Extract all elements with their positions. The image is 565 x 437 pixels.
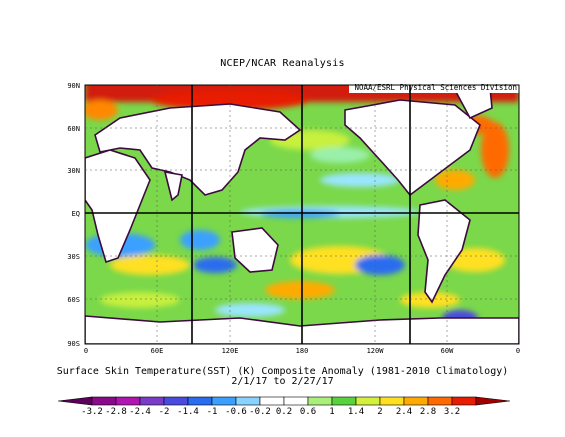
colorbar-swatch (187, 396, 213, 406)
colorbar-swatch (91, 396, 117, 406)
colorbar-tick-label: 2.4 (396, 407, 412, 417)
credit-text: NOAA/ESRL Physical Sciences Division (354, 83, 517, 92)
colorbar-tick-label: -1 (207, 407, 218, 417)
colorbar-tick-label: 1 (329, 407, 334, 417)
colorbar-swatch (475, 396, 511, 406)
colorbar-swatch (139, 396, 165, 406)
colorbar-tick-label: -0.2 (249, 407, 271, 417)
colorbar-tick-label: -2.4 (129, 407, 151, 417)
colorbar-tick-label: -0.6 (225, 407, 247, 417)
colorbar-swatch (115, 396, 141, 406)
colorbar-tick-label: -3.2 (81, 407, 103, 417)
colorbar (57, 396, 511, 406)
colorbar-swatch (163, 396, 189, 406)
colorbar-swatch (283, 396, 309, 406)
colorbar-swatch (57, 396, 93, 406)
lon-label-60e: 60E (151, 347, 164, 355)
colorbar-swatch (235, 396, 261, 406)
credit-box (349, 82, 519, 93)
colorbar-swatch (211, 396, 237, 406)
colorbar-swatch (451, 396, 477, 406)
lon-label-120e: 120E (222, 347, 239, 355)
colorbar-tick-label: 2 (377, 407, 382, 417)
colorbar-swatch (307, 396, 333, 406)
anomaly-field (85, 85, 519, 344)
caption-dates: 2/1/17 to 2/27/17 (231, 376, 334, 387)
caption-variable: Surface Skin Temperature(SST) (K) Compos… (56, 366, 509, 377)
lat-label-30n: 30N (67, 167, 80, 175)
colorbar-tick-label: 3.2 (444, 407, 460, 417)
map-title: NCEP/NCAR Reanalysis (220, 58, 345, 69)
lat-label-30s: 30S (67, 253, 80, 261)
lat-label-60s: 60S (67, 296, 80, 304)
colorbar-tick-label: -2 (159, 407, 170, 417)
lon-label-0: 0 (84, 347, 88, 355)
lon-label-120w: 120W (367, 347, 385, 355)
colorbar-swatch (427, 396, 453, 406)
lon-label-180: 180 (296, 347, 309, 355)
colorbar-swatch (331, 396, 357, 406)
colorbar-labels: -3.2 -2.8 -2.4 -2 -1.4 -1 -0.6 -0.2 0.2 0.6 1 1.4 2 2… (81, 407, 460, 417)
minor-grid (85, 85, 519, 344)
lat-label-90s: 90S (67, 340, 80, 348)
colorbar-tick-label: 0.2 (276, 407, 292, 417)
colorbar-swatch (355, 396, 381, 406)
colorbar-tick-label: -2.8 (105, 407, 127, 417)
lat-label-90n: 90N (67, 82, 80, 90)
lon-label-60w: 60W (441, 347, 454, 355)
colorbar-tick-label: 1.4 (348, 407, 364, 417)
colorbar-tick-label: -1.4 (177, 407, 199, 417)
lon-label-0-right: 0 (516, 347, 520, 355)
lat-label-60n: 60N (67, 125, 80, 133)
colorbar-swatch (259, 396, 285, 406)
colorbar-tick-label: 0.6 (300, 407, 316, 417)
colorbar-swatch (403, 396, 429, 406)
colorbar-tick-label: 2.8 (420, 407, 436, 417)
lat-label-eq: EQ (72, 210, 80, 218)
colorbar-swatch (379, 396, 405, 406)
